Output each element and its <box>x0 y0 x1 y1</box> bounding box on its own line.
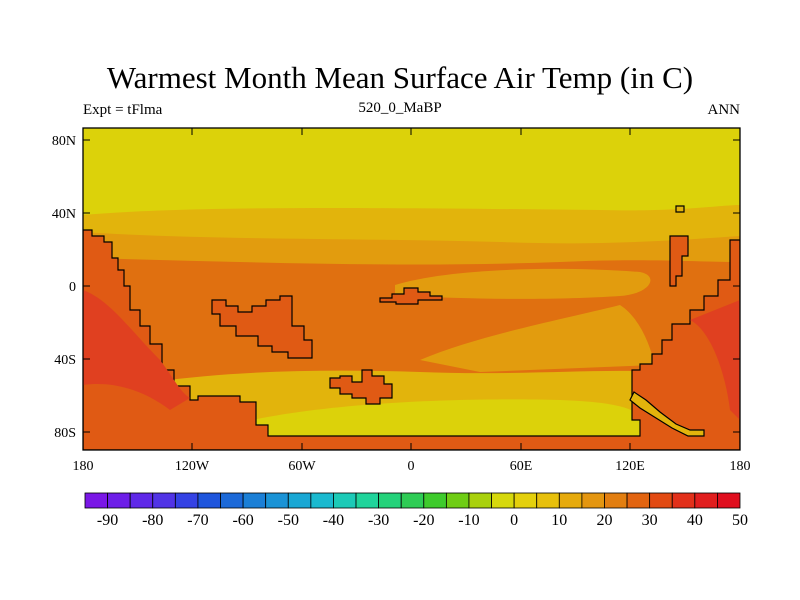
colorbar-tick-label: -20 <box>413 512 434 529</box>
island-d <box>669 235 689 287</box>
colorbar-box <box>242 492 267 509</box>
lon-label-180e: 180 <box>730 459 751 474</box>
colorbar-tick-label: -60 <box>232 512 253 529</box>
lat-label-80n: 80N <box>52 134 76 149</box>
colorbar-tick-label: -80 <box>142 512 163 529</box>
colorbar-box <box>649 492 673 509</box>
colorbar-box <box>400 492 425 509</box>
lon-label-60e: 60E <box>510 459 533 474</box>
lat-label-80s: 80S <box>54 426 76 441</box>
season-label: ANN <box>707 102 741 118</box>
colorbar-box <box>355 492 380 509</box>
colorbar-box <box>378 492 402 509</box>
colorbar-tick-label: -70 <box>187 512 208 529</box>
lat-label-40s: 40S <box>54 353 76 368</box>
lon-label-0: 0 <box>408 459 415 474</box>
colorbar-box <box>152 492 176 509</box>
lat-label-40n: 40N <box>52 207 76 222</box>
colorbar-box <box>84 492 108 509</box>
colorbar-tick-label: -30 <box>368 512 389 529</box>
map-title: Warmest Month Mean Surface Air Temp (in … <box>106 60 694 95</box>
colorbar-box <box>581 492 605 509</box>
island-e <box>675 205 685 213</box>
colorbar-box <box>197 492 221 509</box>
peninsula-south <box>629 391 705 437</box>
colorbar-tick-label: -10 <box>458 512 479 529</box>
lat-ticks <box>83 139 740 433</box>
colorbar-tick-label: 20 <box>596 512 612 529</box>
band-equator-warm <box>395 268 651 299</box>
colorbar-box <box>513 492 538 509</box>
lon-label-120w: 120W <box>175 459 210 474</box>
lon-label-180w: 180 <box>73 459 94 474</box>
colorbar-box <box>333 492 357 509</box>
colorbar <box>84 492 741 509</box>
colorbar-box <box>604 492 628 509</box>
colorbar-box <box>491 492 515 509</box>
island-c <box>329 369 393 405</box>
colorbar-box <box>265 492 289 509</box>
island-b <box>379 287 443 305</box>
colorbar-box <box>671 492 696 509</box>
colorbar-tick-label: 0 <box>510 512 518 529</box>
colorbar-tick-label: -90 <box>97 512 118 529</box>
colorbar-box <box>174 492 199 509</box>
colorbar-box <box>536 492 560 509</box>
colorbar-tick-label: 30 <box>642 512 658 529</box>
colorbar-box <box>310 492 334 509</box>
colorbar-box <box>423 492 447 509</box>
colorbar-tick-label: 50 <box>732 512 748 529</box>
colorbar-box <box>107 492 131 509</box>
time-label: 520_0_MaBP <box>358 100 442 116</box>
colorbar-tick-label: 40 <box>687 512 703 529</box>
colorbar-box <box>445 492 470 509</box>
lat-label-0: 0 <box>69 280 76 295</box>
island-a <box>211 295 313 359</box>
colorbar-box <box>220 492 244 509</box>
colorbar-box <box>129 492 154 509</box>
continent-west-inner <box>83 290 190 410</box>
temperature-field <box>83 128 740 450</box>
band-south-warm <box>420 305 655 372</box>
colorbar-box <box>717 492 741 509</box>
colorbar-box <box>626 492 651 509</box>
lon-label-60w: 60W <box>288 459 316 474</box>
colorbar-box <box>287 492 312 509</box>
colorbar-tick-label: -40 <box>323 512 344 529</box>
continent-east <box>690 300 740 420</box>
colorbar-tick-label: -50 <box>278 512 299 529</box>
experiment-label: Expt = tFlma <box>83 102 163 118</box>
colorbar-labels: -90 -80 -70 -60 -50 -40 -30 -20 -10 0 10 20 30 40 50 <box>97 512 748 529</box>
colorbar-box <box>694 492 718 509</box>
lon-label-120e: 120E <box>615 459 645 474</box>
colorbar-box <box>468 492 492 509</box>
lon-ticks <box>82 128 741 450</box>
colorbar-box <box>558 492 583 509</box>
colorbar-tick-label: 10 <box>551 512 567 529</box>
